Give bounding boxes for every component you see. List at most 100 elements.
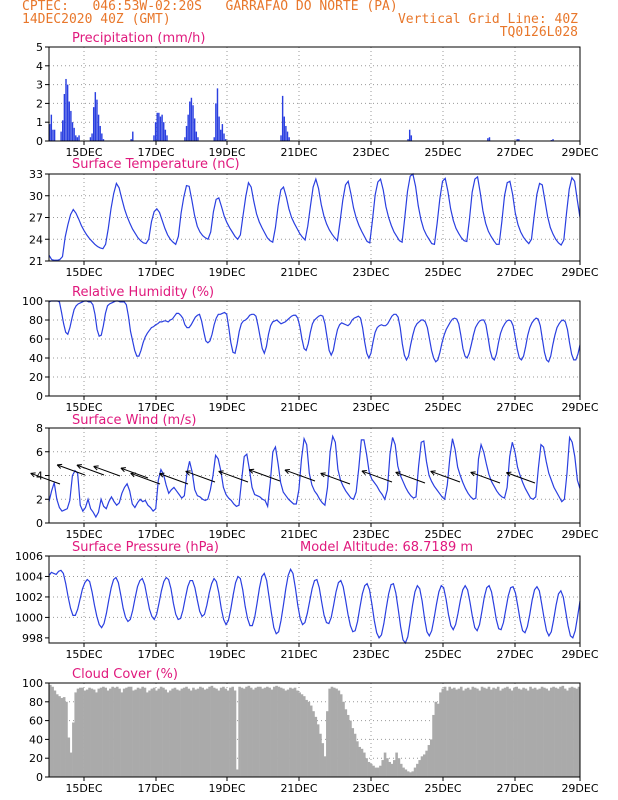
pressure-line bbox=[48, 567, 581, 645]
precip-bar bbox=[101, 133, 103, 141]
cloud-bar bbox=[494, 688, 498, 777]
cloud-bar bbox=[443, 686, 447, 777]
cloud-bar bbox=[226, 690, 230, 777]
cloud-bar bbox=[538, 688, 542, 777]
cloud-bar bbox=[409, 772, 412, 777]
cloud-bar bbox=[356, 741, 359, 777]
cloud-bar bbox=[487, 686, 491, 777]
cloud-bar bbox=[95, 692, 98, 777]
precip-bar bbox=[192, 105, 194, 141]
y-tick-label: 60 bbox=[29, 715, 43, 728]
cloud-bar bbox=[122, 688, 126, 777]
wind-vector-arrow bbox=[470, 471, 501, 484]
cloud-bar bbox=[372, 765, 375, 777]
cloud-bar bbox=[367, 761, 371, 777]
cloud-bar bbox=[554, 687, 558, 777]
cloud-bar bbox=[453, 687, 456, 777]
cloud-bar bbox=[99, 687, 103, 777]
cloud-bar bbox=[351, 728, 355, 777]
precip-bar bbox=[78, 135, 80, 141]
cloud-bar bbox=[441, 688, 445, 777]
station-header: CPTEC: 046:53W-02:20S GARRAFAO DO NORTE … bbox=[22, 0, 398, 14]
cloud-bar bbox=[268, 687, 271, 777]
cloud-bar bbox=[148, 690, 151, 777]
cloud-bar bbox=[450, 688, 454, 777]
precip-bar bbox=[407, 139, 409, 141]
cloud-bar bbox=[575, 688, 578, 777]
cloud-bar bbox=[132, 690, 135, 777]
cloud-bar bbox=[139, 688, 142, 777]
y-tick-label: 1 bbox=[36, 116, 43, 129]
cloud-bar bbox=[254, 687, 258, 777]
cloud-bar bbox=[457, 688, 461, 777]
cloud-bar bbox=[240, 687, 244, 777]
cloud-bar bbox=[85, 689, 89, 777]
x-tick-label: 19DEC bbox=[208, 146, 245, 159]
cloud-bar bbox=[55, 694, 59, 777]
cloud-bar bbox=[291, 688, 295, 777]
x-tick-label: 29DEC bbox=[561, 146, 598, 159]
cloud-bar bbox=[67, 737, 71, 777]
wind-vector-arrow bbox=[284, 469, 316, 482]
cloud-bar bbox=[118, 688, 121, 777]
precip-bar bbox=[158, 112, 160, 141]
cloud-bar bbox=[425, 750, 428, 777]
cloud-bar bbox=[256, 686, 260, 777]
cloud-bar bbox=[413, 767, 417, 777]
x-tick-label: 23DEC bbox=[352, 266, 389, 279]
cloud-bar bbox=[178, 690, 181, 777]
cloud-bar bbox=[275, 685, 278, 777]
x-tick-label: 21DEC bbox=[280, 528, 317, 541]
cloud-bar bbox=[136, 687, 140, 777]
cloud-bar bbox=[464, 688, 468, 777]
precip-bar bbox=[185, 125, 188, 141]
wind-vector-arrow bbox=[93, 465, 121, 477]
cloud-bar bbox=[201, 687, 204, 777]
cloud-bar bbox=[127, 686, 131, 777]
cloud-bar bbox=[406, 771, 410, 777]
cloud-bar bbox=[459, 686, 463, 777]
cloud-bar bbox=[164, 689, 168, 777]
cloud-bar bbox=[455, 689, 458, 777]
precip-bar bbox=[99, 125, 101, 141]
precip-bar bbox=[216, 88, 219, 141]
cloud-bar bbox=[81, 687, 84, 777]
precip-bar bbox=[50, 114, 53, 141]
precip-bar bbox=[224, 139, 227, 141]
cloud-bar bbox=[448, 686, 452, 777]
precip-bar bbox=[68, 101, 70, 141]
cloud-bar bbox=[111, 686, 114, 777]
cloud-bar bbox=[249, 687, 253, 777]
precip-bar bbox=[49, 124, 51, 141]
cloud-bar bbox=[522, 687, 525, 777]
cloud-bar bbox=[471, 686, 475, 777]
precip-bar bbox=[156, 112, 158, 141]
cloud-bar bbox=[175, 689, 179, 777]
y-tick-label: 24 bbox=[29, 233, 43, 246]
cloud-bar bbox=[362, 752, 366, 777]
precip-bar bbox=[286, 131, 289, 141]
precip-bar bbox=[153, 135, 155, 141]
cloud-bar bbox=[561, 685, 565, 777]
pressure-panel: 998 1000 1002 1004 1006 15DEC 17DEC 19DEC 21DEC 2… bbox=[15, 540, 599, 661]
cloud-bar bbox=[60, 698, 64, 777]
cloud-bar bbox=[342, 701, 345, 777]
cloud-bar bbox=[49, 684, 52, 777]
cloud-bar bbox=[476, 688, 479, 777]
temperature-frame bbox=[48, 173, 581, 262]
model-altitude-note: Model Altitude: 68.7189 m bbox=[300, 540, 473, 555]
wind-vector-arrow bbox=[130, 472, 161, 485]
cloud-bar bbox=[279, 687, 283, 777]
y-tick-label: 40 bbox=[29, 733, 43, 746]
cloud-bar bbox=[478, 690, 482, 777]
precip-bar bbox=[76, 137, 79, 141]
cloud-bar bbox=[411, 771, 415, 777]
y-tick-label: 0 bbox=[36, 771, 43, 784]
cloud-bar bbox=[129, 686, 133, 777]
precip-bar bbox=[166, 135, 168, 141]
precip-bar bbox=[52, 129, 54, 141]
precip-bar bbox=[164, 129, 167, 141]
wind-vector-arrow bbox=[430, 470, 461, 483]
cloud-bar bbox=[392, 760, 396, 777]
cloud-bar bbox=[323, 756, 327, 777]
